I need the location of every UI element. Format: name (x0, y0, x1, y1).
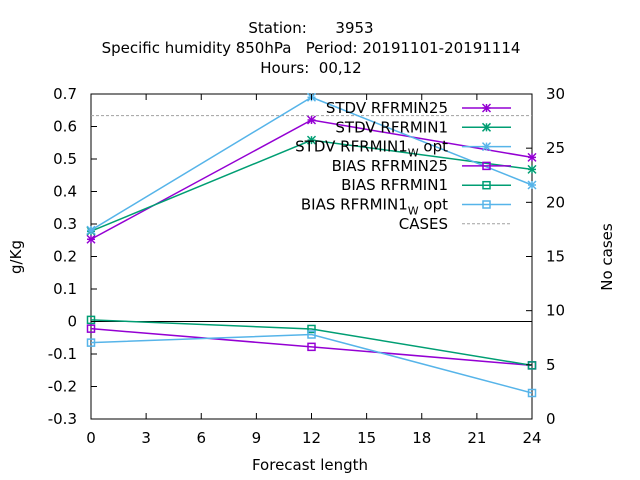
y-tick-label: 0.6 (53, 118, 77, 136)
legend-entry: BIAS RFRMIN25 (332, 157, 511, 175)
legend-marker (482, 161, 491, 171)
x-tick-label: 0 (86, 429, 96, 447)
legend-label: STDV RFRMIN25 (326, 99, 448, 117)
data-point (527, 388, 537, 398)
data-point (86, 225, 96, 235)
y2-tick-label: 0 (546, 410, 556, 428)
data-point (527, 361, 537, 370)
data-point (306, 115, 317, 125)
series-5 (86, 315, 537, 370)
y-axis: -0.3 -0.2 -0.1 0 0.1 0.2 0.3 0.4 0.5 0.6 0.7 (48, 85, 97, 428)
x-tick-label: 6 (196, 429, 206, 447)
series-line (90, 333, 533, 394)
x-tick-label: 21 (467, 429, 486, 447)
legend-label: BIAS RFRMIN1 (341, 176, 448, 194)
data-point (527, 164, 537, 174)
y2-tick-label: 10 (546, 302, 565, 320)
y-tick-label: -0.1 (48, 345, 77, 363)
legend-marker (482, 200, 491, 209)
legend-label: BIAS RFRMIN25 (332, 157, 448, 175)
series-6 (86, 330, 537, 398)
legend-marker (482, 180, 491, 190)
title-line-3: Hours: 00,12 (260, 59, 361, 77)
data-point (527, 152, 537, 162)
data-point (86, 324, 96, 333)
series-line (90, 319, 533, 367)
data-point (86, 315, 96, 325)
y-tick-label: 0 (67, 313, 77, 331)
series-line (90, 327, 533, 367)
y-tick-label: 0.4 (53, 183, 77, 201)
x-tick-label: 9 (252, 429, 262, 447)
y2-tick-label: 5 (546, 356, 556, 374)
title-line-1: Station: 3953 (248, 19, 373, 37)
data-point (86, 338, 96, 347)
x-tick-label: 12 (302, 429, 321, 447)
legend-marker (481, 103, 492, 113)
y-tick-label: 0.7 (53, 85, 77, 103)
y-axis-label: g/Kg (7, 240, 25, 274)
y2-axis: 0 5 10 15 20 25 30 (526, 85, 565, 428)
x-tick-label: 3 (141, 429, 151, 447)
data-point (307, 330, 316, 339)
y-tick-label: 0.2 (53, 248, 77, 266)
y2-tick-label: 25 (546, 139, 565, 157)
y2-tick-label: 30 (546, 85, 565, 103)
chart-title: Station: 3953 Specific humidity 850hPa Pe… (102, 19, 521, 77)
y-tick-label: 0.1 (53, 280, 77, 298)
y2-tick-label: 20 (546, 193, 565, 211)
data-point (306, 135, 317, 145)
x-tick-label: 18 (412, 429, 431, 447)
legend-label: STDV RFRMIN1 (335, 118, 448, 136)
x-axis: 0 3 6 9 12 15 18 21 24 (86, 94, 542, 447)
data-point (307, 324, 316, 334)
legend-marker (481, 142, 492, 152)
legend-label: CASES (399, 215, 448, 233)
series-1 (86, 115, 537, 244)
y-tick-label: 0.3 (53, 215, 77, 233)
data-point (527, 180, 537, 190)
data-point (86, 234, 96, 244)
x-tick-label: 24 (522, 429, 541, 447)
legend-marker (481, 122, 492, 132)
legend-entry: STDV RFRMIN25 (326, 99, 511, 117)
y2-tick-label: 15 (546, 248, 565, 266)
legend-entry: STDV RFRMIN1 (335, 118, 511, 136)
y-tick-label: -0.3 (48, 410, 77, 428)
data-point (307, 342, 316, 352)
x-tick-label: 15 (357, 429, 376, 447)
y-tick-label: -0.2 (48, 378, 77, 396)
legend-entry: BIAS RFRMIN1 (341, 176, 511, 194)
y2-axis-label: No cases (598, 223, 616, 291)
x-axis-label: Forecast length (252, 456, 368, 474)
y-tick-label: 0.5 (53, 150, 77, 168)
legend-entry: CASES (399, 215, 511, 233)
title-line-2: Specific humidity 850hPa Period: 2019110… (102, 39, 521, 57)
